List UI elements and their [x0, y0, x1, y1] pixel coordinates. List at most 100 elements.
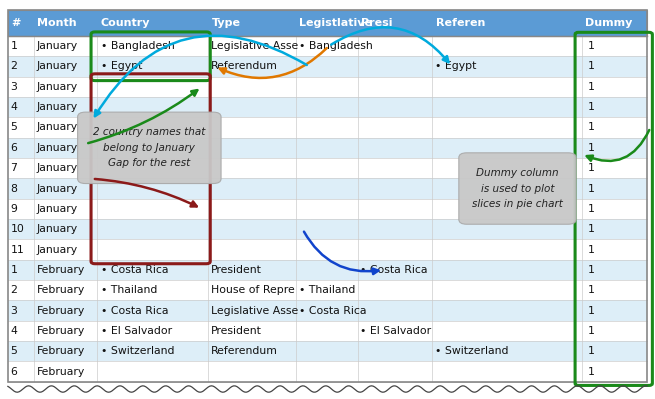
Text: 1: 1 [588, 41, 595, 51]
FancyBboxPatch shape [8, 341, 647, 361]
Text: January: January [37, 224, 78, 234]
Text: • Switzerland: • Switzerland [435, 346, 508, 356]
Text: January: January [37, 82, 78, 92]
Text: Legistlative: Legistlative [299, 18, 372, 28]
FancyBboxPatch shape [8, 10, 647, 36]
FancyBboxPatch shape [8, 280, 647, 300]
Text: #: # [11, 18, 20, 28]
Text: February: February [37, 265, 85, 275]
Text: 1: 1 [588, 204, 595, 214]
FancyBboxPatch shape [8, 178, 647, 199]
Text: 1: 1 [10, 265, 17, 275]
FancyBboxPatch shape [8, 158, 647, 178]
Text: 3: 3 [10, 82, 17, 92]
Text: 4: 4 [10, 326, 17, 336]
Text: 1: 1 [588, 163, 595, 173]
FancyBboxPatch shape [8, 56, 647, 77]
FancyBboxPatch shape [8, 199, 647, 219]
Text: 11: 11 [10, 245, 24, 255]
Text: 1: 1 [588, 326, 595, 336]
FancyBboxPatch shape [8, 361, 647, 382]
Text: 7: 7 [10, 163, 17, 173]
Text: February: February [37, 367, 85, 377]
Text: President: President [211, 265, 262, 275]
Text: 1: 1 [588, 82, 595, 92]
Text: Legislative Asse: Legislative Asse [211, 306, 298, 316]
Text: January: January [37, 102, 78, 112]
Text: 10: 10 [10, 224, 24, 234]
Text: • Thailand: • Thailand [299, 285, 355, 295]
Text: January: January [37, 163, 78, 173]
Text: 1: 1 [588, 306, 595, 316]
Text: • Thailand: • Thailand [101, 285, 157, 295]
Text: 2 country names that
belong to January
Gap for the rest: 2 country names that belong to January G… [93, 127, 206, 168]
Text: 1: 1 [588, 122, 595, 132]
Text: Type: Type [212, 18, 240, 28]
Text: • Costa Rica: • Costa Rica [299, 306, 366, 316]
Text: January: January [37, 245, 78, 255]
Text: President: President [211, 326, 262, 336]
Text: February: February [37, 306, 85, 316]
Text: 5: 5 [10, 122, 17, 132]
Text: • El Salvador: • El Salvador [360, 326, 432, 336]
FancyBboxPatch shape [8, 260, 647, 280]
Text: 9: 9 [10, 204, 17, 214]
Text: January: January [37, 204, 78, 214]
Text: • Switzerland: • Switzerland [101, 346, 174, 356]
Text: Dummy column
is used to plot
slices in pie chart: Dummy column is used to plot slices in p… [472, 168, 563, 209]
Text: February: February [37, 285, 85, 295]
FancyBboxPatch shape [8, 97, 647, 117]
Text: 1: 1 [588, 143, 595, 153]
FancyBboxPatch shape [8, 77, 647, 97]
Text: • Egypt: • Egypt [435, 61, 476, 71]
Text: 1: 1 [588, 224, 595, 234]
Text: 6: 6 [10, 367, 17, 377]
Text: 1: 1 [10, 41, 17, 51]
Text: • Costa Rica: • Costa Rica [360, 265, 428, 275]
Text: House of Repre: House of Repre [211, 285, 295, 295]
Text: 8: 8 [10, 184, 17, 194]
Text: • Costa Rica: • Costa Rica [101, 306, 168, 316]
Text: 5: 5 [10, 346, 17, 356]
Text: 2: 2 [10, 61, 17, 71]
FancyBboxPatch shape [8, 138, 647, 158]
FancyBboxPatch shape [8, 239, 647, 260]
Text: 1: 1 [588, 265, 595, 275]
Text: 1: 1 [588, 184, 595, 194]
Text: Referendum: Referendum [211, 61, 278, 71]
Text: 2: 2 [10, 285, 17, 295]
Text: February: February [37, 326, 85, 336]
Text: Country: Country [100, 18, 150, 28]
Text: January: January [37, 41, 78, 51]
FancyBboxPatch shape [458, 153, 576, 224]
Text: Referendum: Referendum [211, 346, 278, 356]
Text: January: January [37, 61, 78, 71]
Text: Dummy: Dummy [585, 18, 632, 28]
Text: 3: 3 [10, 306, 17, 316]
Text: 1: 1 [588, 285, 595, 295]
Text: 1: 1 [588, 102, 595, 112]
FancyBboxPatch shape [8, 36, 647, 56]
Text: • Bangladesh: • Bangladesh [101, 41, 175, 51]
FancyBboxPatch shape [8, 117, 647, 138]
Text: 1: 1 [588, 245, 595, 255]
Text: Referen: Referen [436, 18, 485, 28]
FancyBboxPatch shape [78, 112, 221, 184]
Text: 6: 6 [10, 143, 17, 153]
Text: 4: 4 [10, 102, 17, 112]
Text: • El Salvador: • El Salvador [101, 326, 172, 336]
Text: January: January [37, 122, 78, 132]
Text: 1: 1 [588, 61, 595, 71]
Text: January: January [37, 143, 78, 153]
Text: January: January [37, 184, 78, 194]
Text: • Egypt: • Egypt [101, 61, 142, 71]
FancyBboxPatch shape [8, 219, 647, 239]
Text: February: February [37, 346, 85, 356]
Text: Presi: Presi [361, 18, 392, 28]
Text: • Costa Rica: • Costa Rica [101, 265, 168, 275]
Text: 1: 1 [588, 367, 595, 377]
Text: Legislative Asse: Legislative Asse [211, 41, 298, 51]
Text: 1: 1 [588, 346, 595, 356]
FancyBboxPatch shape [8, 321, 647, 341]
Text: Month: Month [37, 18, 77, 28]
